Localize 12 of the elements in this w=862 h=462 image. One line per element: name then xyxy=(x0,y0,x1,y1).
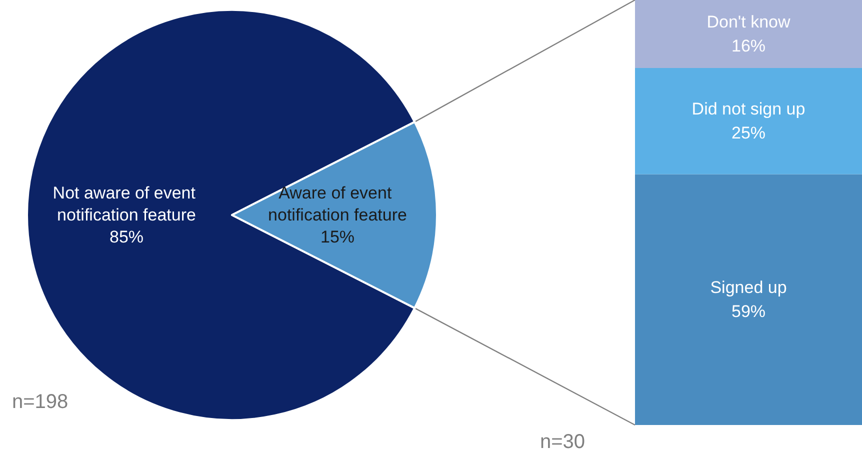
data-label: 16% xyxy=(731,36,766,56)
text: n=198 xyxy=(12,391,68,413)
data-label: 85% xyxy=(109,228,144,246)
series-label: Don't know xyxy=(706,12,791,32)
data-label: 25% xyxy=(731,124,766,143)
data-label: 15% xyxy=(320,228,355,246)
data-label: 59% xyxy=(731,302,766,322)
series-label: Signed up xyxy=(710,278,787,298)
text: n=30 xyxy=(540,431,586,453)
slice-label: Aware of event notification feature xyxy=(268,184,407,224)
slice-label: Not aware of event notification feature xyxy=(52,184,200,224)
series-label: Did not sign up xyxy=(692,100,806,119)
